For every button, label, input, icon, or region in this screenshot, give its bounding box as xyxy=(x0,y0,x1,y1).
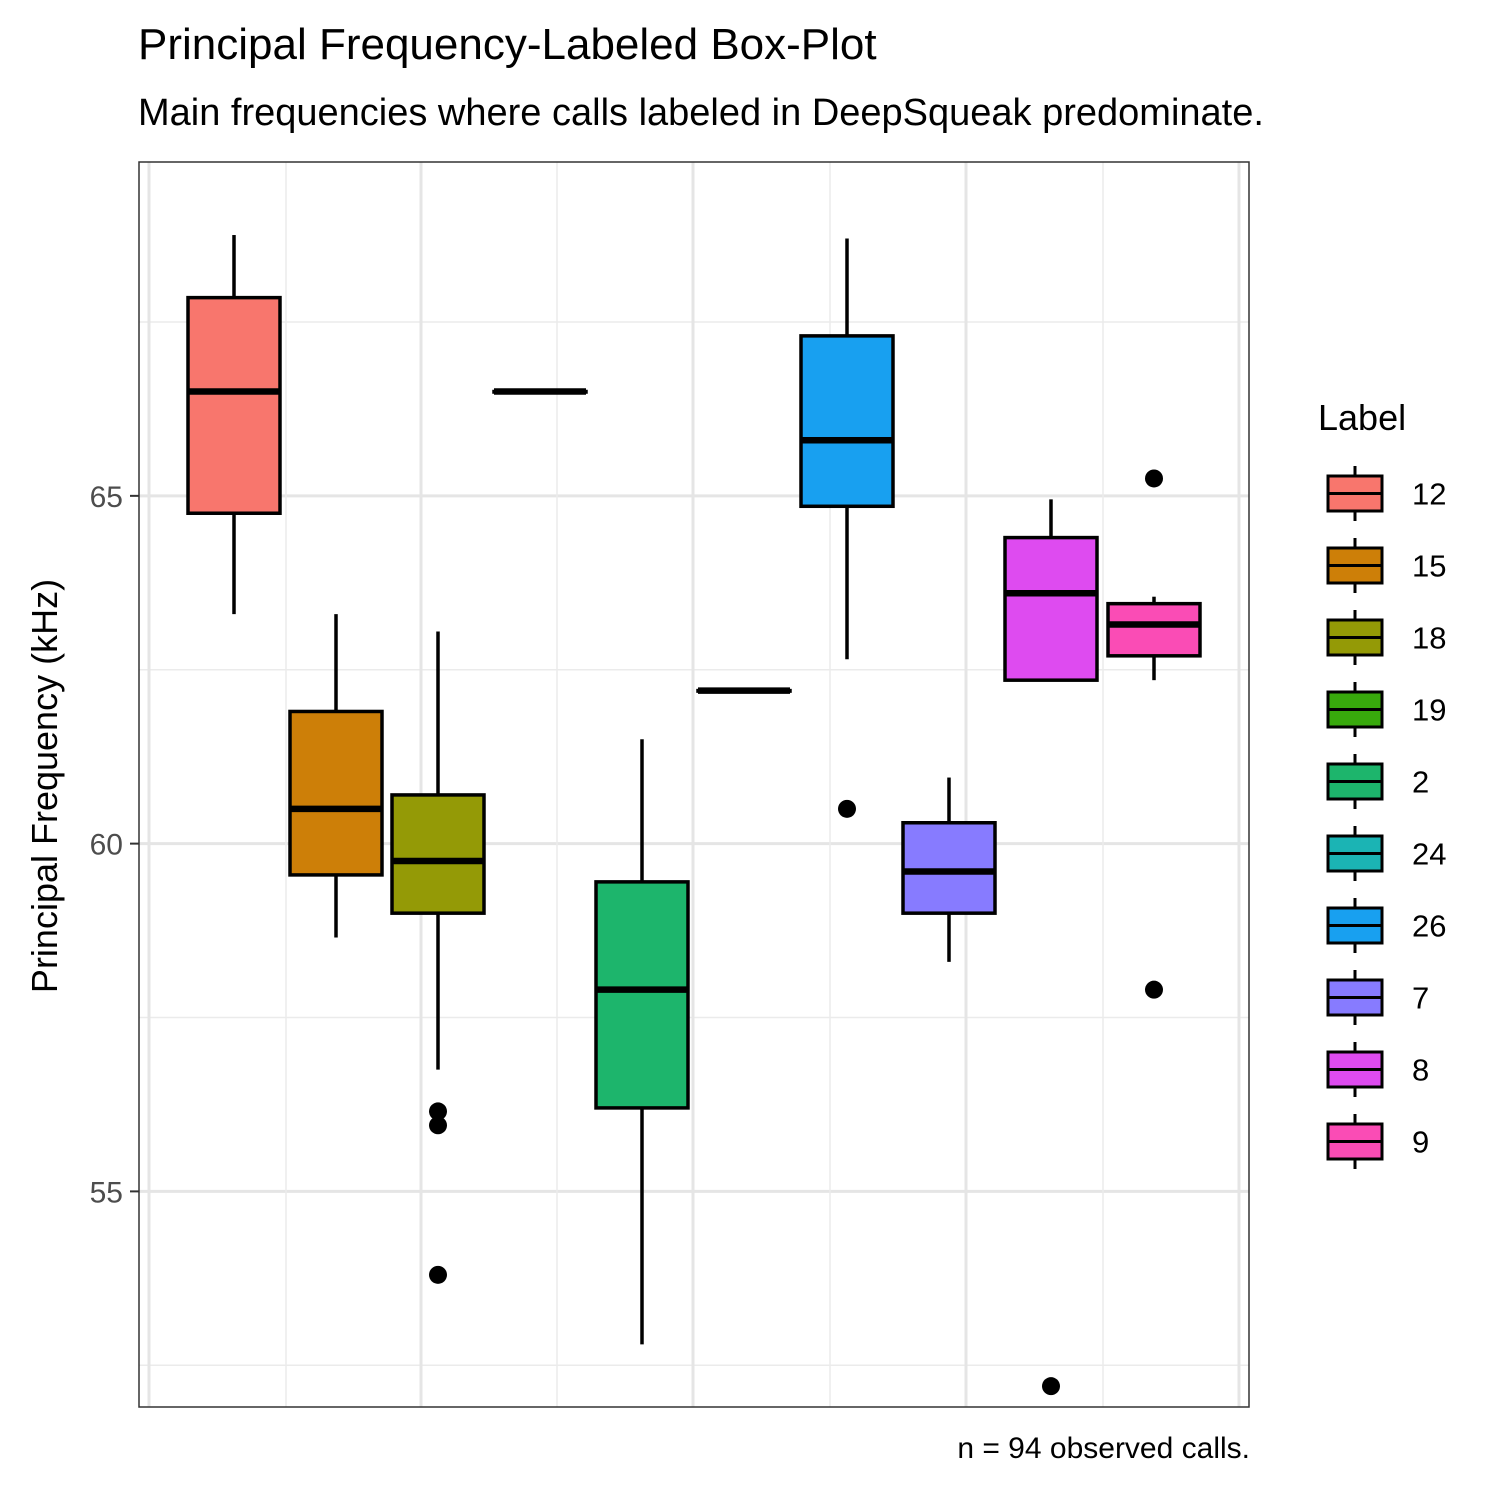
legend-label: 18 xyxy=(1412,621,1446,656)
box-iqr xyxy=(288,709,384,877)
outlier-point xyxy=(1145,980,1163,999)
box-9 xyxy=(1106,469,1202,999)
box-7 xyxy=(901,777,997,962)
legend-label: 2 xyxy=(1412,765,1429,800)
y-tick-label: 55 xyxy=(90,1176,123,1209)
y-axis-label: Principal Frequency (kHz) xyxy=(24,579,65,993)
legend-item-2: 2 xyxy=(1326,754,1429,809)
legend-item-15: 15 xyxy=(1326,538,1446,593)
legend-label: 9 xyxy=(1412,1125,1429,1160)
plot-panel-border xyxy=(138,161,1250,1408)
legend-item-12: 12 xyxy=(1326,466,1446,521)
legend-item-24: 24 xyxy=(1326,826,1446,881)
data-layer xyxy=(186,235,1202,1396)
legend-label: 12 xyxy=(1412,477,1446,512)
legend-label: 7 xyxy=(1412,981,1429,1016)
outlier-point xyxy=(429,1102,447,1121)
legend-item-26: 26 xyxy=(1326,898,1446,953)
axis-layer: 55 60 65 xyxy=(90,481,139,1209)
box-2 xyxy=(594,739,690,1345)
y-tick-label: 60 xyxy=(90,829,123,862)
box-18 xyxy=(390,631,486,1284)
chart-subtitle: Main frequencies where calls labeled in … xyxy=(138,92,1264,134)
box-iqr xyxy=(1003,535,1099,682)
box-iqr xyxy=(901,821,997,915)
legend: Label 12 15 18 19 2 24 26 7 8 9 xyxy=(1318,397,1446,1169)
legend-item-9: 9 xyxy=(1326,1114,1429,1169)
box-iqr xyxy=(186,295,282,515)
box-15 xyxy=(288,614,384,938)
legend-label: 24 xyxy=(1412,837,1446,872)
legend-label: 19 xyxy=(1412,693,1446,728)
y-tick-label: 65 xyxy=(90,481,123,514)
legend-label: 26 xyxy=(1412,909,1446,944)
legend-label: 8 xyxy=(1412,1053,1429,1088)
chart-caption: n = 94 observed calls. xyxy=(957,1432,1250,1465)
grid-layer xyxy=(139,162,1249,1407)
box-19 xyxy=(492,388,588,395)
legend-item-18: 18 xyxy=(1326,610,1446,665)
box-iqr xyxy=(799,334,895,509)
chart-title: Principal Frequency-Labeled Box-Plot xyxy=(138,20,877,69)
outlier-point xyxy=(1042,1377,1060,1396)
outlier-point xyxy=(1145,469,1163,488)
box-iqr xyxy=(594,880,690,1110)
box-24 xyxy=(696,687,792,694)
outlier-point xyxy=(429,1116,447,1135)
box-12 xyxy=(186,235,282,615)
legend-item-19: 19 xyxy=(1326,682,1446,737)
box-26 xyxy=(799,238,895,818)
legend-item-8: 8 xyxy=(1326,1042,1429,1097)
legend-item-7: 7 xyxy=(1326,970,1429,1025)
legend-title: Label xyxy=(1318,397,1406,438)
outlier-point xyxy=(838,799,856,818)
outlier-point xyxy=(429,1265,447,1284)
box-8 xyxy=(1003,499,1099,1396)
box-iqr xyxy=(1106,601,1202,658)
box-iqr xyxy=(390,793,486,915)
legend-label: 15 xyxy=(1412,549,1446,584)
